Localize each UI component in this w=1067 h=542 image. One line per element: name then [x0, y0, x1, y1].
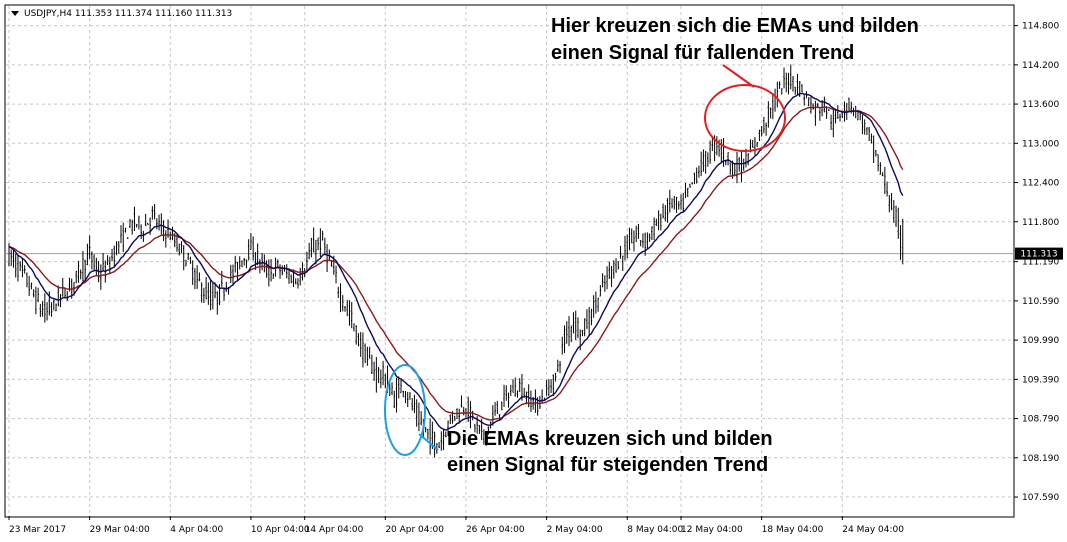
annotation-bottom-line1: Die EMAs kreuzen sich und bilden [447, 428, 773, 450]
last-price-label: 111.313 [1020, 250, 1057, 260]
y-tick-label: 114.200 [1022, 61, 1059, 71]
x-tick-label: 4 Apr 04:00 [170, 525, 223, 535]
x-tick-label: 23 Mar 2017 [9, 525, 66, 535]
bearish-cross-pointer [722, 64, 755, 88]
x-tick-label: 26 Apr 04:00 [466, 525, 525, 535]
y-tick-label: 112.400 [1022, 179, 1059, 189]
annotation-top-line1: Hier kreuzen sich die EMAs und bilden [551, 15, 919, 37]
y-tick-label: 108.790 [1022, 415, 1059, 425]
symbol-arrow-icon [11, 11, 19, 16]
y-tick-label: 109.990 [1022, 336, 1059, 346]
y-tick-label: 111.190 [1022, 258, 1059, 268]
x-tick-label: 10 Apr 04:00 [251, 525, 310, 535]
y-tick-label: 109.390 [1022, 375, 1059, 385]
candlestick-series [8, 64, 904, 458]
x-tick-label: 18 May 04:00 [762, 525, 824, 535]
x-tick-label: 14 Apr 04:00 [305, 525, 364, 535]
symbol-header: USDJPY,H4 111.353 111.374 111.160 111.31… [24, 9, 232, 19]
x-tick-label: 2 May 04:00 [547, 525, 603, 535]
y-tick-label: 111.800 [1022, 218, 1059, 228]
grid-lines [6, 6, 1014, 516]
x-tick-label: 29 Mar 04:00 [90, 525, 150, 535]
annotation-top-line2: einen Signal für fallenden Trend [551, 42, 854, 64]
chart-frame [4, 4, 1015, 518]
y-tick-label: 113.000 [1022, 139, 1059, 149]
last-price-tag: 111.313 [1015, 247, 1063, 260]
y-tick-label: 108.190 [1022, 454, 1059, 464]
bearish-cross-circle [704, 84, 786, 152]
x-tick-label: 12 May 04:00 [681, 525, 743, 535]
y-axis: 114.800 114.200 113.600 113.000 112.400 111.8… [1014, 22, 1059, 503]
ema-slow-line [8, 106, 904, 421]
x-tick-label: 8 May 04:00 [627, 525, 683, 535]
y-tick-label: 107.590 [1022, 493, 1059, 503]
y-tick-label: 110.590 [1022, 297, 1059, 307]
y-tick-label: 113.600 [1022, 100, 1059, 110]
bullish-cross-circle [384, 364, 426, 456]
ema-fast-line [8, 92, 904, 431]
bullish-cross-pointer [418, 433, 439, 451]
x-tick-label: 20 Apr 04:00 [385, 525, 444, 535]
annotation-bottom-line2: einen Signal für steigenden Trend [447, 454, 768, 476]
x-tick-label: 24 May 04:00 [842, 525, 904, 535]
y-tick-label: 114.800 [1022, 22, 1059, 32]
x-axis: 23 Mar 2017 29 Mar 04:00 4 Apr 04:00 10 Apr… [8, 516, 904, 535]
